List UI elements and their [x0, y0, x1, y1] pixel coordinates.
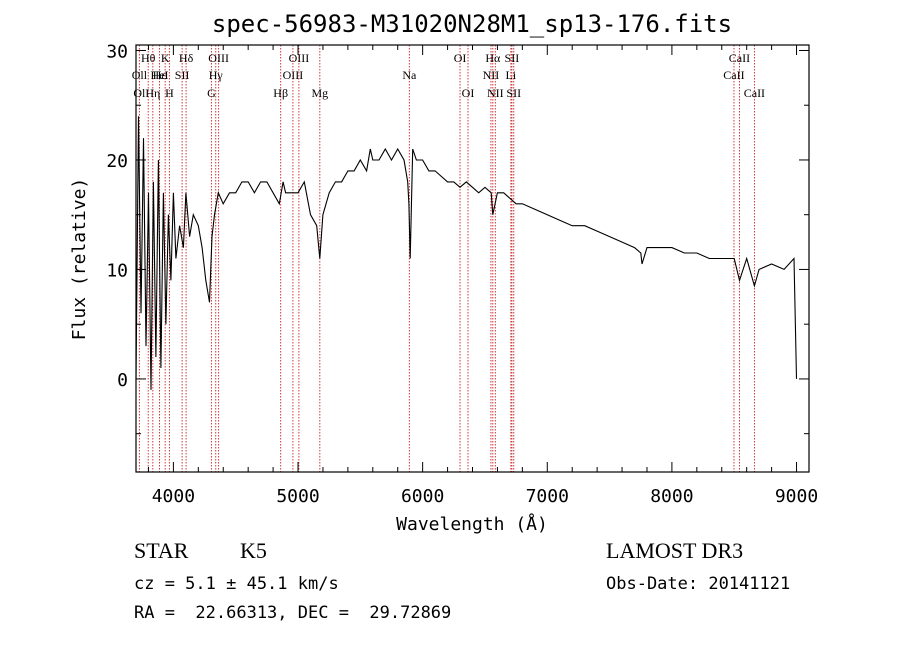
x-tick-label: 9000 — [775, 486, 818, 507]
line-marker-label: CaII — [729, 51, 750, 65]
line-marker-label: G — [207, 86, 216, 100]
x-tick-label: 5000 — [276, 486, 319, 507]
x-tick-label: 4000 — [152, 486, 195, 507]
line-marker-label: Hδ — [179, 51, 194, 65]
line-marker-label: Hγ — [209, 68, 224, 82]
line-marker-label: CaII — [723, 68, 744, 82]
line-marker-label: OI — [454, 51, 467, 65]
line-marker-label: NII — [487, 86, 504, 100]
y-tick-label: 10 — [106, 260, 128, 281]
line-marker-label: Hε — [153, 68, 167, 82]
y-axis-ticks: 0 10 20 30 — [106, 41, 809, 435]
y-tick-label: 20 — [106, 151, 128, 172]
y-axis-label: Flux (relative) — [69, 178, 90, 341]
line-marker-label: Ol — [133, 86, 146, 100]
x-tick-label: 8000 — [650, 486, 693, 507]
line-marker-label: OI — [462, 86, 475, 100]
line-marker-label: Mg — [311, 86, 328, 100]
line-marker-label: OIII — [208, 51, 229, 65]
line-marker-label: Li — [506, 68, 517, 82]
survey-label: LAMOST DR3 — [606, 538, 744, 563]
line-marker-label: Oll — [132, 68, 148, 82]
line-marker-label: K — [161, 51, 170, 65]
line-marker-label: HeI — [151, 68, 169, 82]
subclass-label: K5 — [240, 538, 267, 563]
class-label: STAR — [134, 538, 189, 563]
line-marker-label: OIII — [289, 51, 310, 65]
coordinates-text: RA = 22.66313, DEC = 29.72869 — [134, 603, 452, 623]
line-marker-label: H — [165, 86, 174, 100]
x-axis-ticks: 4000 5000 6000 7000 8000 9000 — [147, 45, 818, 507]
line-marker-label: SII — [505, 51, 520, 65]
line-marker-label: NII — [483, 68, 500, 82]
line-marker-label: Na — [402, 68, 417, 82]
x-tick-label: 7000 — [526, 486, 569, 507]
x-tick-label: 6000 — [401, 486, 444, 507]
line-marker-label: Hη — [145, 86, 160, 100]
line-marker-label: OIII — [283, 68, 304, 82]
line-marker-label: Hθ — [141, 51, 156, 65]
obs-date-text: Obs-Date: 20141121 — [606, 574, 791, 594]
line-marker-label: CaII — [744, 86, 765, 100]
line-marker-label: Hα — [485, 51, 501, 65]
line-marker-label: SII — [506, 86, 521, 100]
y-tick-label: 0 — [117, 370, 128, 391]
spectrum-line — [135, 116, 798, 390]
y-tick-label: 30 — [106, 41, 128, 62]
line-marker-label: Hβ — [273, 86, 288, 100]
redshift-text: cz = 5.1 ± 45.1 km/s — [134, 574, 339, 594]
line-markers — [138, 45, 755, 472]
line-marker-labels: Hθ Oll Hε Ol Hη K HeI H Hδ SII OIII Hγ G OIII OIII Hβ Mg… — [132, 51, 765, 100]
x-axis-label: Wavelength (Å) — [396, 513, 548, 535]
chart-title: spec-56983-M31020N28M1_sp13-176.fits — [212, 10, 732, 38]
line-marker-label: SII — [175, 68, 190, 82]
